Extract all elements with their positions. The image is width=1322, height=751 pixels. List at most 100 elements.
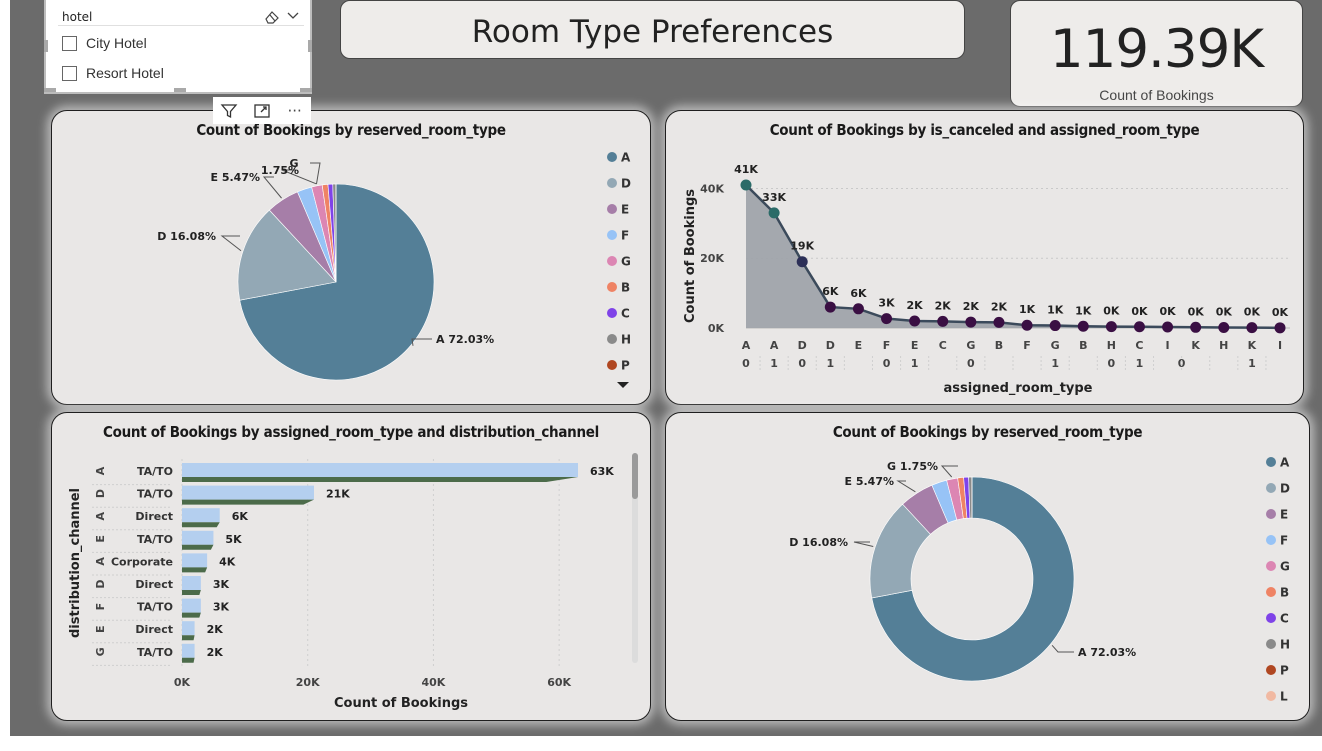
resize-handle[interactable] — [300, 88, 312, 92]
bar — [182, 553, 208, 568]
y-group-label: D — [94, 489, 107, 498]
bar-chart-card[interactable]: Count of Bookings by assigned_room_type … — [51, 412, 651, 721]
legend-entry: A — [621, 151, 631, 165]
y-tick-label: 20K — [700, 252, 724, 265]
focus-mode-button[interactable] — [246, 97, 279, 124]
legend-entry: C — [621, 307, 630, 321]
y-group-label: D — [94, 579, 107, 588]
bar-shadow — [182, 477, 578, 482]
chart-title: Count of Bookings by reserved_room_type — [196, 121, 506, 139]
area-fill — [746, 184, 1280, 328]
y-tick-label: 40K — [700, 182, 724, 195]
x-tick-label: A — [742, 339, 751, 352]
legend-marker-e — [1266, 509, 1276, 519]
x-group-label: 0 — [798, 357, 806, 370]
bar-chart[interactable]: 0K 20K 40K 60K 63K TA/TO A 21K TA/TO D 6K Direct A 5K… — [52, 413, 651, 721]
x-axis-title: assigned_room_type — [943, 381, 1092, 396]
x-group-label: 1 — [1136, 357, 1144, 370]
legend-marker-c — [607, 308, 617, 318]
data-label: 3K — [878, 297, 895, 310]
legend-marker-h — [1266, 639, 1276, 649]
data-label: G 1.75% — [887, 460, 938, 473]
filter-button[interactable] — [213, 97, 246, 124]
slicer-item-resort-hotel[interactable]: Resort Hotel — [62, 62, 164, 84]
legend-marker-d — [1266, 483, 1276, 493]
data-label: 2K — [207, 646, 224, 659]
bar — [182, 530, 214, 545]
x-tick-label: H — [1219, 339, 1228, 352]
kpi-label: Count of Bookings — [1099, 87, 1214, 103]
bar — [182, 485, 314, 500]
data-point — [937, 315, 949, 327]
resize-handle[interactable] — [44, 88, 56, 92]
filter-icon — [220, 103, 238, 118]
data-label: 63K — [590, 465, 614, 478]
legend-marker-p — [607, 360, 617, 370]
eraser-icon[interactable] — [264, 10, 280, 24]
y-axis-title: distribution_channel — [68, 488, 83, 638]
legend-entry: B — [621, 281, 630, 295]
data-label: 6K — [850, 287, 867, 300]
data-label: 2K — [907, 299, 924, 312]
bar — [182, 576, 201, 590]
data-label: 0K — [1103, 305, 1120, 318]
data-label: 1.75% — [261, 164, 299, 177]
data-label: 5K — [225, 533, 242, 546]
data-point — [1190, 321, 1202, 333]
x-group-label: 0 — [1108, 357, 1116, 370]
x-tick-label: C — [1135, 339, 1143, 352]
data-point — [909, 315, 921, 327]
bar — [182, 643, 195, 658]
legend-entry: P — [621, 359, 630, 373]
data-point — [740, 179, 752, 191]
chart-title: Count of Bookings by assigned_room_type … — [103, 423, 599, 441]
chevron-down-icon[interactable] — [286, 11, 300, 21]
legend-entry: B — [1280, 586, 1289, 600]
x-tick-label: I — [1166, 339, 1170, 352]
area-chart[interactable]: 0K20K40K41KA33KA19KD6KD6KE3KF2KE2KC2KG2K… — [666, 111, 1304, 405]
y-tick-label: Direct — [135, 578, 173, 591]
x-tick-label: C — [939, 339, 947, 352]
slicer-item-city-hotel[interactable]: City Hotel — [62, 32, 147, 54]
area-chart-card[interactable]: Count of Bookings by is_canceled and ass… — [665, 110, 1304, 405]
x-group-label: 1 — [826, 357, 834, 370]
pie-chart-card[interactable]: Count of Bookings by reserved_room_type … — [51, 110, 651, 405]
y-tick-label: TA/TO — [137, 646, 173, 659]
bar-shadow — [182, 567, 208, 573]
data-label: A 72.03% — [436, 333, 494, 346]
kpi-card[interactable]: 119.39K Count of Bookings — [1010, 0, 1303, 107]
x-tick-label: G — [1051, 339, 1060, 352]
resize-handle[interactable] — [174, 88, 186, 92]
scrollbar[interactable] — [632, 453, 638, 663]
y-tick-label: 0K — [708, 322, 725, 335]
data-point — [1105, 321, 1117, 333]
donut-chart-card[interactable]: Count of Bookings by reserved_room_type … — [665, 412, 1310, 721]
checkbox[interactable] — [62, 35, 77, 51]
resize-handle[interactable] — [44, 40, 48, 52]
legend-marker-h — [607, 334, 617, 344]
x-tick-label: 60K — [547, 676, 571, 689]
report-title: Room Type Preferences — [340, 0, 965, 59]
resize-handle[interactable] — [308, 40, 312, 52]
data-label: 0K — [1188, 305, 1205, 318]
hotel-slicer[interactable]: hotel City Hotel Resort Hotel — [44, 0, 312, 94]
scrollbar-thumb[interactable] — [632, 453, 638, 499]
data-label: 21K — [326, 488, 350, 501]
y-tick-label: TA/TO — [137, 488, 173, 501]
x-group-label: 0 — [967, 357, 975, 370]
x-tick-label: F — [1023, 339, 1031, 352]
x-group-label: 0 — [1178, 357, 1186, 370]
x-tick-label: K — [1191, 339, 1200, 352]
checkbox[interactable] — [62, 65, 77, 81]
x-tick-label: B — [1079, 339, 1087, 352]
x-group-label: 1 — [911, 357, 919, 370]
data-point — [796, 256, 808, 268]
more-options-button[interactable]: ··· — [287, 101, 302, 120]
y-axis-title: Count of Bookings — [683, 189, 698, 323]
x-tick-label: G — [966, 339, 975, 352]
x-tick-label: 20K — [296, 676, 320, 689]
data-point — [1077, 320, 1089, 332]
data-label: 19K — [790, 240, 814, 253]
